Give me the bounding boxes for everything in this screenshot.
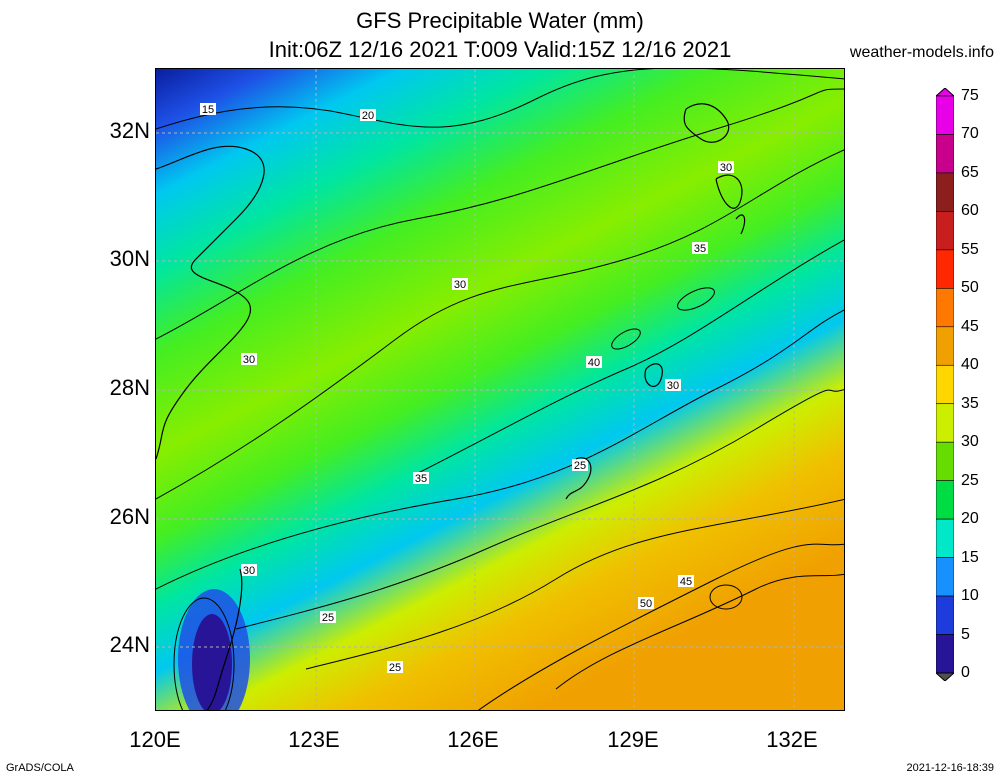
colorbar-tick-label: 30	[961, 433, 979, 451]
colorbar-segment	[936, 326, 954, 366]
precipitable-water-map: 15 20 30 30 35 30 40 30 35 25 30 25 45	[155, 68, 845, 711]
lon-tick-label: 126E	[447, 727, 499, 752]
lat-tick-label: 32N	[109, 118, 150, 143]
contour-label: 40	[588, 357, 600, 369]
contour-label: 20	[362, 110, 374, 122]
colorbar-segment	[936, 595, 954, 635]
colorbar-segment	[936, 634, 954, 674]
contour-label: 30	[454, 279, 466, 291]
colorbar-tick-label: 65	[961, 163, 979, 181]
colorbar-tick-label: 25	[961, 471, 979, 489]
lat-tick-label: 24N	[109, 632, 150, 657]
colorbar-segment	[936, 134, 954, 174]
lon-tick-label: 129E	[607, 727, 659, 752]
colorbar-tick-label: 70	[961, 125, 979, 143]
lon-tick-label: 120E	[129, 727, 181, 752]
colorbar-tick-label: 10	[961, 587, 979, 605]
contour-label: 30	[243, 565, 255, 577]
map-title: GFS Precipitable Water (mm)	[356, 8, 644, 33]
lon-tick-label: 123E	[288, 727, 340, 752]
contour-label: 25	[322, 612, 334, 624]
colorbar-tick-label: 45	[961, 317, 979, 335]
colorbar-tick-label: 55	[961, 240, 979, 258]
colorbar-tick-label: 40	[961, 356, 979, 374]
colorbar-segment	[936, 211, 954, 251]
colorbar-segment	[936, 364, 954, 405]
lat-tick-label: 28N	[109, 375, 150, 400]
colorbar-segment	[936, 441, 954, 481]
map-subtitle: Init:06Z 12/16 2021 T:009 Valid:15Z 12/1…	[268, 37, 732, 62]
contour-label: 30	[243, 354, 255, 366]
colorbar-segment	[936, 518, 954, 558]
colorbar	[936, 88, 954, 681]
contour-label: 15	[202, 104, 214, 116]
lat-tick-label: 30N	[109, 246, 150, 271]
colorbar-top-arrow	[936, 88, 954, 97]
contour-label: 25	[574, 460, 586, 472]
contour-label: 30	[720, 162, 732, 174]
colorbar-segment	[936, 249, 954, 289]
colorbar-tick-label: 0	[961, 664, 970, 681]
contour-label: 25	[389, 662, 401, 674]
colorbar-bottom-arrow	[936, 672, 954, 681]
colorbar-tick-label: 20	[961, 510, 979, 528]
contour-label: 35	[694, 243, 706, 255]
colorbar-tick-label: 50	[961, 279, 979, 297]
colorbar-segment	[936, 288, 954, 328]
map-canvas: 15 20 30 30 35 30 40 30 35 25 30 25 45	[156, 69, 844, 710]
source-label: weather-models.info	[849, 44, 994, 61]
colorbar-tick-label: 15	[961, 548, 979, 566]
colorbar-tick-label: 60	[961, 202, 979, 220]
colorbar-tick-label: 35	[961, 394, 979, 412]
colorbar-segment	[936, 172, 954, 212]
colorbar-segment	[936, 403, 954, 443]
contour-label: 30	[667, 380, 679, 392]
colorbar-tick-label: 75	[961, 87, 979, 104]
lon-tick-label: 132E	[766, 727, 818, 752]
colorbar-segment	[936, 557, 954, 597]
contour-label: 45	[680, 576, 692, 588]
contour-label: 35	[415, 473, 427, 485]
lat-tick-label: 26N	[109, 504, 150, 529]
footer-software-label: GrADS/COLA	[6, 762, 74, 774]
contour-label: 50	[640, 598, 652, 610]
colorbar-segment	[936, 95, 954, 135]
footer-timestamp: 2021-12-16-18:39	[906, 762, 994, 774]
colorbar-segment	[936, 480, 954, 520]
colorbar-tick-label: 5	[961, 625, 970, 643]
